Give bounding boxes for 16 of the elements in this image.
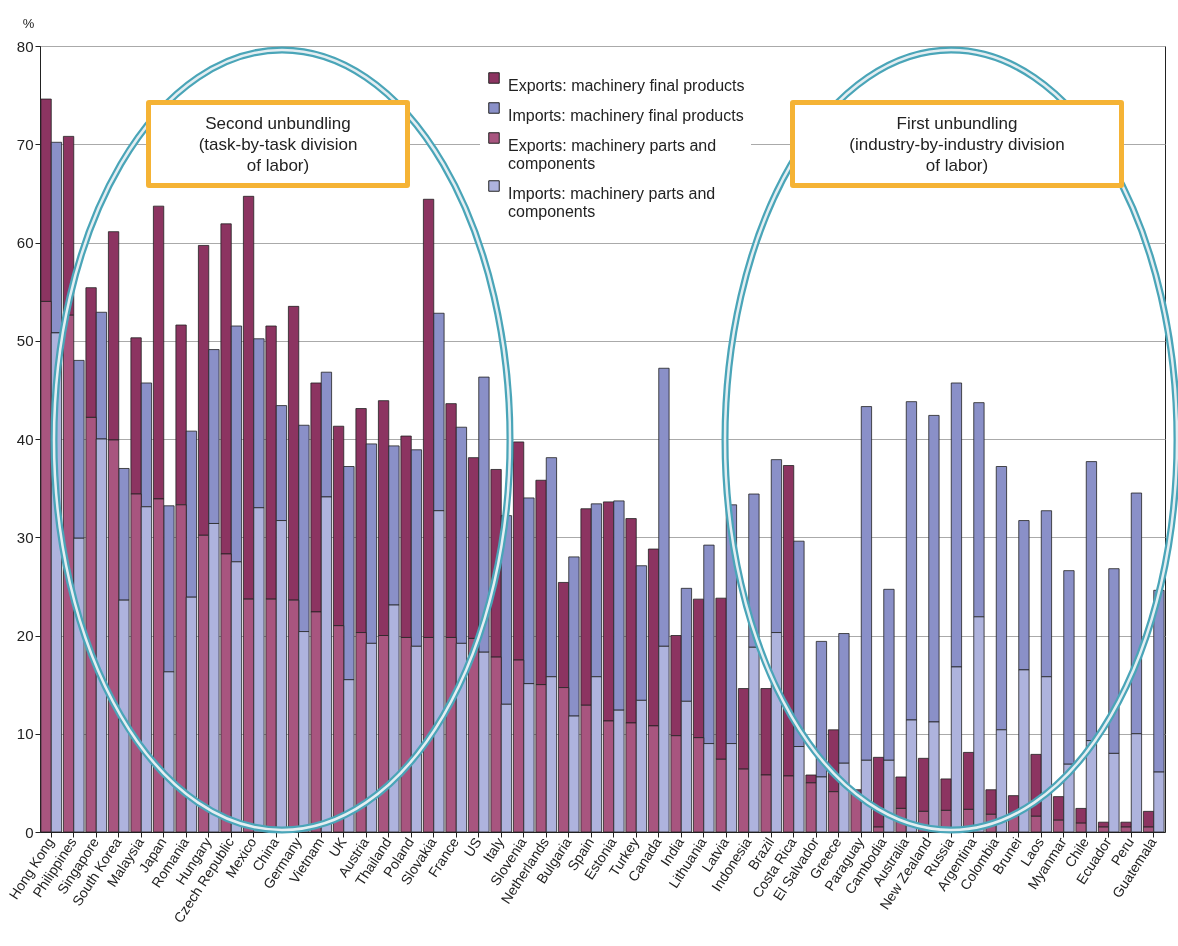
y-tick-label: 20	[16, 627, 34, 644]
legend-label: Imports: machinery parts and components	[508, 185, 716, 220]
y-tick-label: 0	[25, 823, 34, 841]
y-tick-label: 80	[16, 37, 34, 55]
y-tick-label: 50	[16, 332, 34, 350]
y-tick-label: 60	[16, 234, 34, 251]
y-tick-label: 70	[16, 135, 34, 153]
legend-label: Exports: machinery final products	[508, 77, 745, 94]
y-tick-label: 10	[16, 725, 34, 743]
text-box: Second unbundling (task-by-task division of labor)	[146, 100, 410, 188]
legend-label: Exports: machinery parts and components	[508, 137, 717, 172]
text-box: First unbundling (industry-by-industry division of labor)	[790, 100, 1124, 188]
legend-label: Imports: machinery final products	[508, 107, 744, 124]
y-tick-label: 40	[16, 430, 34, 448]
y-axis-title: %	[22, 15, 35, 31]
y-tick-label: 30	[16, 528, 34, 546]
